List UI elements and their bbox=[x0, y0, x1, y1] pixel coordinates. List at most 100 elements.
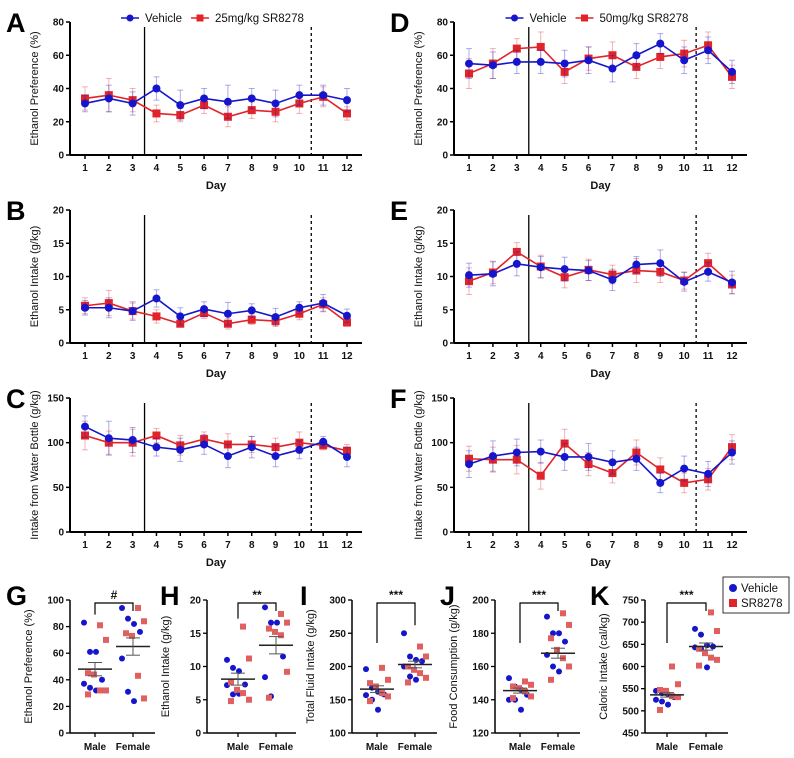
data-point bbox=[295, 303, 304, 312]
sr8278-point bbox=[528, 693, 534, 700]
data-point bbox=[680, 49, 689, 58]
y-tick-label: 60 bbox=[437, 51, 449, 62]
data-point bbox=[223, 440, 232, 449]
vehicle-point bbox=[413, 656, 419, 663]
x-tick-label: 10 bbox=[679, 351, 691, 362]
y-axis-title: Intake from Water Bottle (g/kg) bbox=[413, 390, 425, 539]
vehicle-point bbox=[274, 619, 280, 626]
x-tick-label: 9 bbox=[273, 163, 279, 174]
y-tick-label: 100 bbox=[47, 438, 64, 449]
y-tick-label: 0 bbox=[442, 151, 448, 162]
x-tick-label: 8 bbox=[249, 351, 255, 362]
legend: Vehicle 50mg/kg SR8278 bbox=[505, 13, 688, 25]
data-point bbox=[584, 56, 593, 65]
data-point bbox=[176, 312, 185, 321]
x-tick-label: 10 bbox=[294, 540, 306, 551]
x-tick-label: Male bbox=[656, 742, 679, 753]
vehicle-point bbox=[375, 706, 381, 713]
vehicle-point bbox=[93, 648, 99, 655]
data-point bbox=[223, 309, 232, 318]
panel-letter: G bbox=[6, 581, 27, 611]
y-tick-label: 100 bbox=[47, 596, 64, 607]
vehicle-point bbox=[131, 698, 137, 705]
significance-label: # bbox=[111, 588, 118, 602]
x-tick-label: 1 bbox=[466, 351, 472, 362]
x-tick-label: 2 bbox=[490, 351, 496, 362]
series-vehicle bbox=[465, 249, 736, 295]
sr8278-point bbox=[266, 694, 272, 701]
panel-letter: J bbox=[440, 581, 455, 611]
series-line bbox=[468, 442, 733, 484]
data-point bbox=[608, 51, 617, 60]
y-tick-label: 0 bbox=[58, 729, 64, 740]
x-axis-title: Day bbox=[590, 368, 611, 380]
vehicle-point bbox=[698, 631, 704, 638]
vehicle-point bbox=[556, 630, 562, 637]
sr8278-point bbox=[246, 696, 252, 703]
data-point bbox=[295, 99, 304, 108]
data-point bbox=[512, 57, 521, 66]
vehicle-point bbox=[659, 698, 665, 705]
data-point bbox=[271, 99, 280, 108]
data-point bbox=[488, 61, 497, 70]
sr8278-point bbox=[675, 694, 681, 701]
x-tick-label: 3 bbox=[130, 540, 136, 551]
x-tick-label: 2 bbox=[106, 351, 112, 362]
data-point bbox=[704, 475, 713, 484]
group-male bbox=[221, 623, 255, 705]
significance-label: ** bbox=[252, 588, 262, 602]
x-tick-label: 10 bbox=[679, 163, 691, 174]
series-line bbox=[84, 434, 348, 452]
x-tick-label: 5 bbox=[177, 351, 183, 362]
sr8278-point bbox=[522, 678, 528, 685]
data-point bbox=[271, 443, 280, 452]
y-tick-label: 150 bbox=[329, 695, 346, 706]
data-point bbox=[728, 443, 736, 452]
data-point bbox=[295, 438, 304, 447]
vehicle-point bbox=[137, 628, 143, 635]
vehicle-point bbox=[230, 691, 236, 698]
y-tick-label: 40 bbox=[437, 84, 449, 95]
vehicle-point bbox=[413, 676, 419, 683]
vehicle-point bbox=[87, 648, 93, 655]
legend-treatment-marker bbox=[581, 14, 588, 22]
x-tick-label: 12 bbox=[341, 163, 353, 174]
x-tick-label: 2 bbox=[106, 540, 112, 551]
x-tick-label: 5 bbox=[562, 540, 568, 551]
y-tick-label: 10 bbox=[437, 272, 449, 283]
data-point bbox=[152, 84, 161, 93]
y-tick-label: 50 bbox=[53, 483, 65, 494]
series-vehicle bbox=[81, 76, 351, 121]
sr8278-point bbox=[367, 698, 373, 705]
sr8278-point bbox=[714, 628, 720, 635]
series-sr8278 bbox=[81, 78, 351, 128]
vehicle-point bbox=[363, 692, 369, 699]
sr8278-point bbox=[284, 619, 290, 626]
sr8278-point bbox=[97, 687, 103, 694]
sr8278-point bbox=[103, 636, 109, 643]
series-vehicle bbox=[81, 289, 351, 327]
data-point bbox=[704, 267, 713, 276]
data-point bbox=[488, 269, 497, 278]
sr8278-point bbox=[657, 686, 663, 693]
y-tick-label: 5 bbox=[442, 305, 448, 316]
data-point bbox=[152, 109, 161, 118]
data-point bbox=[128, 307, 137, 316]
data-point bbox=[200, 305, 209, 314]
x-tick-label: 11 bbox=[318, 163, 329, 174]
sr8278-point bbox=[385, 676, 391, 683]
sr8278-point bbox=[240, 690, 246, 697]
x-tick-label: 3 bbox=[130, 351, 136, 362]
x-tick-label: Female bbox=[398, 742, 433, 753]
data-point bbox=[247, 94, 256, 103]
significance-bracket bbox=[237, 602, 277, 619]
vehicle-point bbox=[125, 615, 131, 622]
y-tick-label: 200 bbox=[329, 662, 346, 673]
y-axis-title: Total Fluid Intake (g/kg) bbox=[305, 609, 317, 723]
x-tick-label: 5 bbox=[562, 163, 568, 174]
data-point bbox=[465, 454, 473, 463]
y-tick-label: 140 bbox=[472, 695, 489, 706]
x-tick-label: 12 bbox=[726, 163, 738, 174]
panel-j: J 120 140 160 180 200 Food Consumption (g/kg) M… bbox=[440, 581, 580, 753]
sr8278-point bbox=[367, 680, 373, 687]
